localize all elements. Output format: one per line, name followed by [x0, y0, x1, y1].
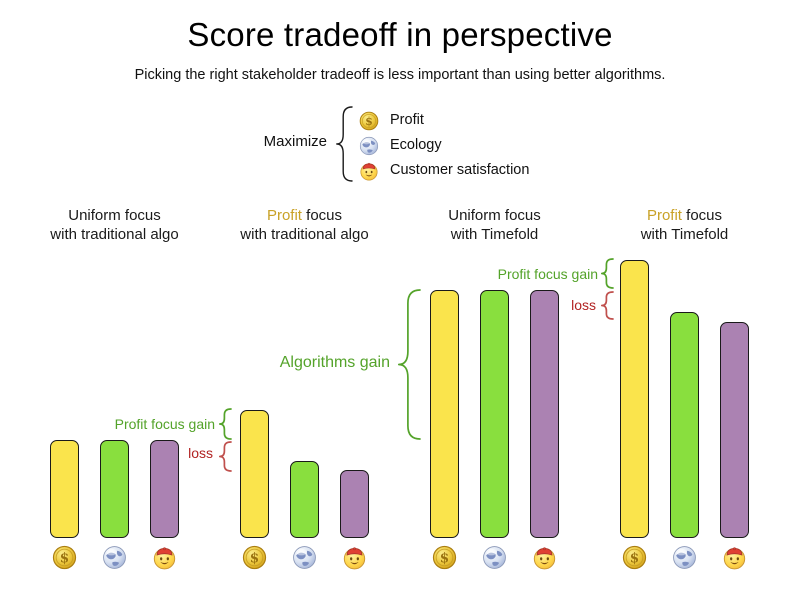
group-header-line2: with Timefold — [450, 226, 539, 243]
bar-ecology — [290, 461, 319, 538]
group-header-text: Uniform focus — [448, 207, 541, 224]
group-header-text: focus — [681, 207, 723, 224]
group-header-line1: Profit focus — [590, 206, 780, 225]
smiley-icon — [359, 161, 379, 181]
bar-customer — [150, 440, 179, 538]
legend-brace — [336, 106, 353, 182]
smiley-icon — [342, 545, 367, 570]
group-header-line2: with traditional algo — [50, 226, 179, 243]
coin-icon — [52, 545, 77, 570]
annotation-label: Profit focus gain — [497, 266, 598, 282]
globe-icon — [672, 545, 697, 570]
coin-icon — [622, 545, 647, 570]
globe-icon — [102, 545, 127, 570]
bar-customer — [530, 290, 559, 538]
bar-ecology — [480, 290, 509, 538]
annotation-label: loss — [188, 445, 213, 461]
group-header-highlight: Profit — [646, 207, 682, 224]
coin-icon — [432, 545, 457, 570]
annotation-label: Profit focus gain — [114, 416, 215, 432]
group-header-text: focus — [301, 207, 343, 224]
bar-ecology — [670, 312, 699, 538]
group-header-line2: with Timefold — [640, 226, 729, 243]
annotation-label: Algorithms gain — [279, 354, 390, 371]
page-title: Score tradeoff in perspective — [187, 16, 613, 53]
smiley-icon — [532, 545, 557, 570]
bar-profit — [620, 260, 649, 538]
page-subtitle: Picking the right stakeholder tradeoff i… — [134, 67, 666, 83]
group-header-line1: Uniform focus — [400, 206, 590, 225]
legend-item-label: Ecology — [390, 137, 442, 153]
annotation-label: loss — [571, 297, 596, 313]
annotation-brace — [218, 441, 232, 472]
coin-icon — [242, 545, 267, 570]
globe-icon — [482, 545, 507, 570]
globe-icon — [292, 545, 317, 570]
group-header-highlight: Profit — [266, 207, 302, 224]
smiley-icon — [722, 545, 747, 570]
legend-item-label: Profit — [390, 112, 424, 128]
coin-icon — [359, 111, 379, 131]
bar-profit — [50, 440, 79, 538]
group-header-line1: Profit focus — [210, 206, 400, 225]
bar-customer — [720, 322, 749, 538]
globe-icon — [359, 136, 379, 156]
group-header-text: Uniform focus — [68, 207, 161, 224]
annotation-brace — [600, 258, 614, 289]
group-header-line2: with traditional algo — [240, 226, 369, 243]
bar-customer — [340, 470, 369, 538]
annotation-brace — [397, 289, 421, 440]
legend-maximize-label: Maximize — [263, 133, 327, 150]
smiley-icon — [152, 545, 177, 570]
group-header: Profit focus with traditional algo — [210, 206, 400, 244]
bar-profit — [240, 410, 269, 538]
bar-profit — [430, 290, 459, 538]
legend-item-label: Customer satisfaction — [390, 162, 530, 178]
group-header: Uniform focus with traditional algo — [20, 206, 210, 244]
bar-ecology — [100, 440, 129, 538]
annotation-brace — [218, 408, 232, 440]
group-header: Uniform focus with Timefold — [400, 206, 590, 244]
group-header-line1: Uniform focus — [20, 206, 210, 225]
annotation-brace — [600, 291, 614, 320]
group-header: Profit focus with Timefold — [590, 206, 780, 244]
